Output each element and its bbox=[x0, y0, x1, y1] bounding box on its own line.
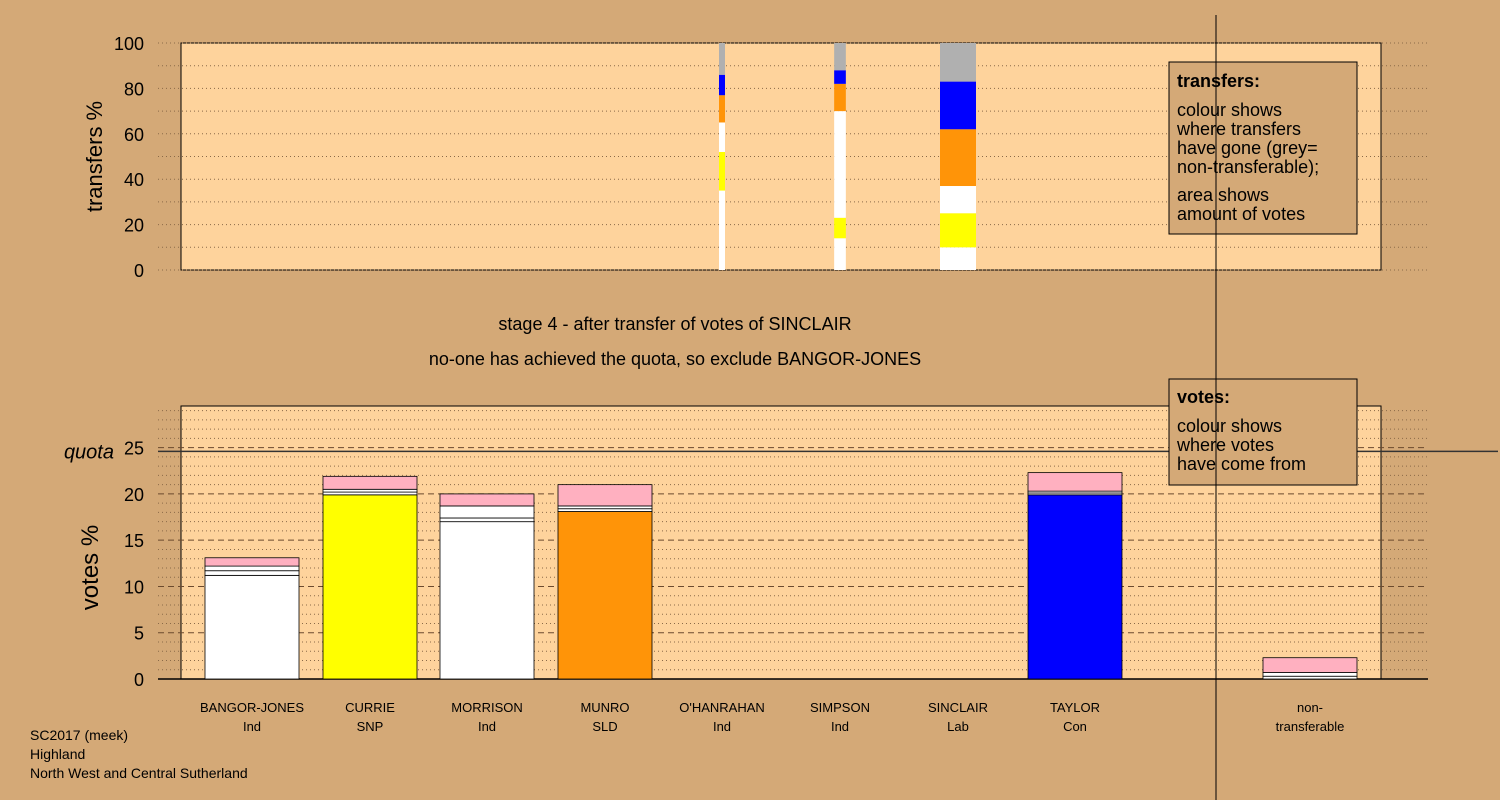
candidate-name-label: CURRIE bbox=[345, 700, 395, 715]
transfer-segment bbox=[719, 43, 725, 75]
stage-title: stage 4 - after transfer of votes of SIN… bbox=[498, 314, 851, 334]
vote-bar-segment bbox=[322, 494, 418, 680]
transfers-legend: transfers: colour shows where transfers … bbox=[1168, 61, 1358, 235]
transfer-segment bbox=[940, 129, 976, 187]
vote-bar-segment bbox=[557, 505, 653, 510]
candidate-name-label: BANGOR-JONES bbox=[200, 700, 304, 715]
vote-bar-segment bbox=[1027, 494, 1123, 680]
stage-subtitle: no-one has achieved the quota, so exclud… bbox=[429, 349, 921, 369]
transfers-legend-line: where transfers bbox=[1176, 119, 1301, 139]
transfers-tick-label: 100 bbox=[114, 34, 144, 54]
transfers-legend-line: colour shows bbox=[1177, 100, 1282, 120]
transfer-segment bbox=[719, 190, 725, 270]
candidate-party-label: SLD bbox=[592, 719, 617, 734]
votes-tick-label: 10 bbox=[124, 577, 144, 597]
transfer-segment bbox=[834, 111, 846, 218]
votes-tick-label: 5 bbox=[134, 624, 144, 644]
transfer-segment bbox=[834, 70, 846, 84]
transfer-segment bbox=[719, 95, 725, 123]
vote-bar-segment bbox=[322, 475, 418, 490]
transfer-segment bbox=[834, 83, 846, 112]
transfers-tick-label: 0 bbox=[134, 261, 144, 281]
candidate-party-label: SNP bbox=[357, 719, 384, 734]
votes-tick-label: 20 bbox=[124, 485, 144, 505]
vote-bar-segment bbox=[204, 570, 300, 576]
candidate-name-label: MUNRO bbox=[580, 700, 629, 715]
transfers-legend-heading: transfers: bbox=[1177, 71, 1260, 91]
transfers-legend-line: non-transferable); bbox=[1177, 157, 1319, 177]
vote-bar-segment bbox=[557, 484, 653, 507]
candidate-party-label: Ind bbox=[713, 719, 731, 734]
quota-label: quota bbox=[64, 441, 114, 463]
candidate-name-label: TAYLOR bbox=[1050, 700, 1100, 715]
vote-bar-segment bbox=[1262, 657, 1358, 673]
transfer-segment bbox=[940, 43, 976, 82]
candidate-name-label: non- bbox=[1297, 700, 1323, 715]
transfer-segment bbox=[940, 186, 976, 214]
vote-bar-segment bbox=[1262, 675, 1358, 680]
transfer-segment bbox=[834, 43, 846, 71]
transfers-tick-label: 80 bbox=[124, 79, 144, 99]
vote-bar-segment bbox=[204, 557, 300, 567]
vote-bar-segment bbox=[439, 517, 535, 523]
votes-tick-label: 15 bbox=[124, 531, 144, 551]
transfer-segment bbox=[940, 213, 976, 248]
transfer-segment bbox=[719, 122, 725, 152]
candidate-name-label: O'HANRAHAN bbox=[679, 700, 765, 715]
vote-bar-segment bbox=[439, 493, 535, 507]
vote-bar-segment bbox=[557, 508, 653, 512]
transfers-tick-label: 20 bbox=[124, 216, 144, 236]
transfers-legend-line: amount of votes bbox=[1177, 204, 1305, 224]
transfer-segment bbox=[834, 217, 846, 239]
votes-legend-line: where votes bbox=[1176, 435, 1274, 455]
vote-bar-segment bbox=[204, 565, 300, 572]
transfer-segment bbox=[834, 238, 846, 270]
candidate-name-label: SINCLAIR bbox=[928, 700, 988, 715]
votes-tick-label: 0 bbox=[134, 670, 144, 690]
candidate-party-label: Ind bbox=[478, 719, 496, 734]
votes-legend-line: colour shows bbox=[1177, 416, 1282, 436]
votes-axis-label: votes % bbox=[77, 525, 104, 610]
votes-legend-heading: votes: bbox=[1177, 387, 1230, 407]
votes-legend-line: have come from bbox=[1177, 454, 1306, 474]
votes-tick-label: 25 bbox=[124, 439, 144, 459]
candidate-party-label: Lab bbox=[947, 719, 969, 734]
vote-bar-segment bbox=[439, 521, 535, 680]
transfers-axis-label: transfers % bbox=[82, 101, 107, 212]
candidate-party-label: transferable bbox=[1276, 719, 1345, 734]
transfers-legend-line: have gone (grey= bbox=[1177, 138, 1318, 158]
candidate-party-label: Ind bbox=[831, 719, 849, 734]
transfer-segment bbox=[719, 74, 725, 96]
transfers-tick-label: 60 bbox=[124, 125, 144, 145]
candidate-party-label: Con bbox=[1063, 719, 1087, 734]
transfers-legend-line: area shows bbox=[1177, 185, 1269, 205]
vote-bar-segment bbox=[557, 511, 653, 680]
vote-bar-segment bbox=[1262, 672, 1358, 677]
transfers-tick-label: 40 bbox=[124, 170, 144, 190]
transfer-segment bbox=[719, 151, 725, 191]
vote-bar-segment bbox=[322, 491, 418, 496]
footer-line: SC2017 (meek) bbox=[30, 727, 128, 743]
transfer-segment bbox=[940, 81, 976, 130]
candidate-party-label: Ind bbox=[243, 719, 261, 734]
footer-line: Highland bbox=[30, 746, 85, 762]
vote-bar-segment bbox=[322, 488, 418, 493]
votes-legend: votes: colour shows where votes have com… bbox=[1168, 378, 1358, 486]
transfer-segment bbox=[940, 247, 976, 270]
candidate-name-label: MORRISON bbox=[451, 700, 523, 715]
candidate-name-label: SIMPSON bbox=[810, 700, 870, 715]
vote-bar-segment bbox=[1027, 472, 1123, 492]
footer-line: North West and Central Sutherland bbox=[30, 765, 248, 781]
vote-bar-segment bbox=[439, 505, 535, 519]
vote-bar-segment bbox=[204, 574, 300, 680]
